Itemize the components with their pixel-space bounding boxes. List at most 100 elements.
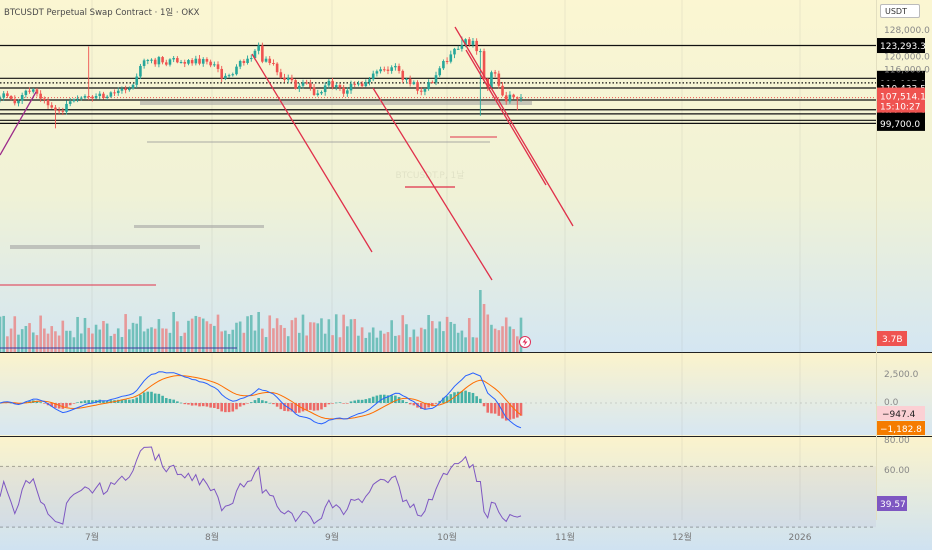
macd-hist-bar — [242, 403, 246, 406]
trendline[interactable] — [465, 49, 547, 186]
macd-hist-bar — [246, 403, 249, 404]
horizontal-levels — [0, 44, 876, 124]
macd-hist-bar — [43, 403, 46, 404]
candle-body — [190, 60, 194, 64]
macd-hist-bar — [497, 403, 501, 416]
volume-bar — [353, 318, 357, 352]
candle-body — [442, 61, 445, 69]
candle-body — [91, 96, 94, 99]
candle-body — [316, 93, 320, 96]
volume-bar — [386, 332, 390, 352]
volume-bar — [87, 327, 90, 352]
macd-hist-bar — [39, 402, 42, 403]
volume-bar — [13, 316, 17, 352]
volume-bar — [320, 318, 323, 352]
volume-bar — [419, 327, 423, 352]
support-zones — [0, 101, 532, 349]
macd-value-label: −947.4 — [882, 410, 916, 420]
candle-body — [275, 63, 279, 73]
candle-body — [187, 60, 190, 64]
volume-bar — [105, 323, 109, 352]
macd-hist-bar — [68, 403, 72, 406]
volume-bar — [261, 328, 264, 352]
macd-hist-bar — [231, 403, 235, 412]
volume-bar — [98, 329, 102, 352]
time-tick-label: 9월 — [325, 531, 339, 543]
volume-bar — [309, 322, 312, 352]
macd-hist-bar — [427, 403, 430, 408]
volume-bar — [416, 336, 419, 352]
volume-bar — [312, 322, 316, 352]
time-tick-label: 12월 — [672, 531, 692, 543]
candle-body — [105, 96, 109, 98]
volume-bar — [338, 337, 342, 352]
volume-bar — [445, 316, 449, 352]
volume-bar — [183, 332, 187, 352]
volume-bar — [72, 337, 76, 352]
trendline[interactable] — [0, 91, 37, 156]
candle-body — [2, 93, 5, 98]
candle-body — [35, 89, 39, 94]
macd-hist-bar — [312, 403, 316, 411]
macd-hist-bar — [504, 403, 508, 421]
volume-bar — [460, 330, 464, 352]
support-zone[interactable] — [10, 245, 200, 249]
volume-bar — [43, 328, 46, 352]
candle-body — [242, 61, 246, 63]
candle-body — [17, 100, 20, 104]
volume-bar — [35, 335, 39, 352]
candle-body — [68, 101, 72, 104]
volume-bar — [187, 320, 190, 352]
macd-hist-bar — [467, 392, 471, 403]
candle-body — [460, 45, 464, 49]
volume-badge — [877, 331, 907, 346]
candle-body — [301, 82, 305, 86]
macd-hist-bar — [405, 402, 408, 403]
volume-bar — [342, 314, 345, 352]
macd-hist-bar — [261, 400, 264, 403]
macd-hist-bar — [65, 403, 68, 408]
candle-body — [286, 77, 290, 80]
volume-bar — [205, 321, 209, 352]
macd-hist-bar — [386, 395, 390, 403]
signal-value-badge — [877, 421, 925, 435]
candle-body — [323, 85, 327, 93]
volume-bar — [471, 337, 475, 352]
support-zone[interactable] — [134, 225, 264, 228]
macd-hist-bar — [471, 392, 475, 403]
trendline[interactable] — [454, 26, 574, 227]
rsi-series: 80.00 60.00 39.57 — [0, 436, 910, 528]
macd-hist-bar — [201, 403, 205, 407]
macd-hist-bar — [91, 400, 94, 403]
volume-bar — [272, 328, 275, 352]
macd-hist-bar — [79, 401, 83, 403]
candlestick-series — [0, 36, 523, 129]
candle-body — [445, 61, 449, 63]
lightning-icon[interactable] — [519, 336, 531, 348]
volume-bar — [316, 323, 320, 352]
macd-hist-bar — [235, 403, 238, 410]
support-zone[interactable] — [140, 101, 532, 105]
candle-body — [224, 75, 227, 79]
volume-bar — [6, 336, 9, 352]
volume-bar — [323, 333, 327, 352]
volume-bar — [238, 321, 242, 352]
candle-body — [20, 95, 24, 101]
trendline[interactable] — [251, 53, 373, 253]
volume-bar — [190, 318, 194, 352]
volume-bar — [379, 330, 382, 352]
volume-bar — [467, 318, 471, 352]
candle-body — [153, 59, 157, 65]
macd-hist-bar — [61, 403, 65, 409]
macd-hist-bar — [194, 403, 198, 406]
macd-hist-bar — [9, 402, 13, 404]
volume-bar — [50, 326, 54, 352]
currency-button[interactable]: USDT — [880, 4, 920, 18]
candle-body — [172, 58, 175, 60]
trendline[interactable] — [372, 87, 493, 281]
candle-body — [305, 82, 308, 84]
macd-hist-bar — [412, 403, 416, 406]
rsi-value-label: 39.57 — [880, 500, 906, 510]
